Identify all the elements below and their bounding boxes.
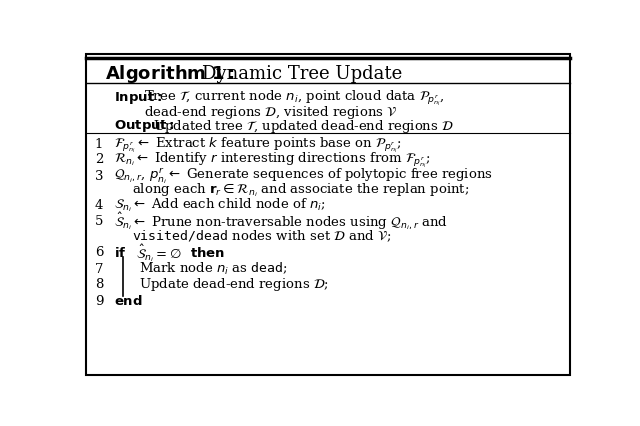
Text: $\mathbf{then}$: $\mathbf{then}$ (190, 245, 225, 259)
Text: Mark node $n_i$ as $\mathtt{dead}$;: Mark node $n_i$ as $\mathtt{dead}$; (138, 261, 287, 276)
FancyBboxPatch shape (86, 55, 570, 375)
Text: $\mathbf{Input:}$: $\mathbf{Input:}$ (114, 90, 162, 106)
Text: $\mathbf{end}$: $\mathbf{end}$ (114, 294, 143, 308)
Text: 2: 2 (95, 153, 103, 166)
Text: $\mathbf{if}$: $\mathbf{if}$ (114, 245, 126, 259)
Text: 1: 1 (95, 138, 103, 151)
Text: $\mathbf{Algorithm\ 1:}$: $\mathbf{Algorithm\ 1:}$ (105, 63, 234, 84)
Text: $\hat{\mathcal{S}}_{n_i} = \emptyset$: $\hat{\mathcal{S}}_{n_i} = \emptyset$ (136, 242, 181, 263)
Text: Tree $\mathcal{T}$, current node $n_i$, point cloud data $\mathcal{P}_{p^r_{n_i}: Tree $\mathcal{T}$, current node $n_i$, … (145, 88, 445, 107)
Text: $\mathcal{F}_{p^r_{n_i}} \leftarrow$ Extract $k$ feature points base on $\mathca: $\mathcal{F}_{p^r_{n_i}} \leftarrow$ Ext… (114, 135, 401, 154)
Text: Dynamic Tree Update: Dynamic Tree Update (202, 64, 402, 82)
Text: 9: 9 (95, 294, 104, 307)
Text: 7: 7 (95, 262, 104, 275)
Text: 5: 5 (95, 215, 103, 227)
Text: 6: 6 (95, 246, 104, 259)
Text: $\mathbf{Output:}$: $\mathbf{Output:}$ (114, 118, 175, 134)
Text: 4: 4 (95, 198, 103, 211)
Text: $\mathcal{S}_{n_i} \leftarrow$ Add each child node of $n_i$;: $\mathcal{S}_{n_i} \leftarrow$ Add each … (114, 196, 325, 213)
Text: $\hat{\mathcal{S}}_{n_i} \leftarrow$ Prune non-traversable nodes using $\mathcal: $\hat{\mathcal{S}}_{n_i} \leftarrow$ Pru… (114, 210, 448, 232)
Text: along each $\mathbf{r}_r \in \mathcal{R}_{n_i}$ and associate the replan point;: along each $\mathbf{r}_r \in \mathcal{R}… (132, 181, 470, 199)
Text: 8: 8 (95, 277, 103, 291)
Text: $\mathcal{R}_{n_i} \leftarrow$ Identify $r$ interesting directions from $\mathca: $\mathcal{R}_{n_i} \leftarrow$ Identify … (114, 150, 431, 169)
Text: dead-end regions $\mathcal{D}$, visited regions $\mathcal{V}$: dead-end regions $\mathcal{D}$, visited … (145, 104, 398, 121)
Text: $\mathcal{Q}_{n_i,r}$, $p^r_{n_i} \leftarrow$ Generate sequences of polytopic fr: $\mathcal{Q}_{n_i,r}$, $p^r_{n_i} \lefta… (114, 166, 492, 185)
Text: Updated tree $\mathcal{T}$, updated dead-end regions $\mathcal{D}$: Updated tree $\mathcal{T}$, updated dead… (154, 118, 454, 134)
Text: 3: 3 (95, 169, 104, 182)
Text: $\mathtt{visited/dead}$ nodes with set $\mathcal{D}$ and $\mathcal{V}$;: $\mathtt{visited/dead}$ nodes with set $… (132, 228, 391, 243)
Text: Update dead-end regions $\mathcal{D}$;: Update dead-end regions $\mathcal{D}$; (138, 276, 328, 293)
